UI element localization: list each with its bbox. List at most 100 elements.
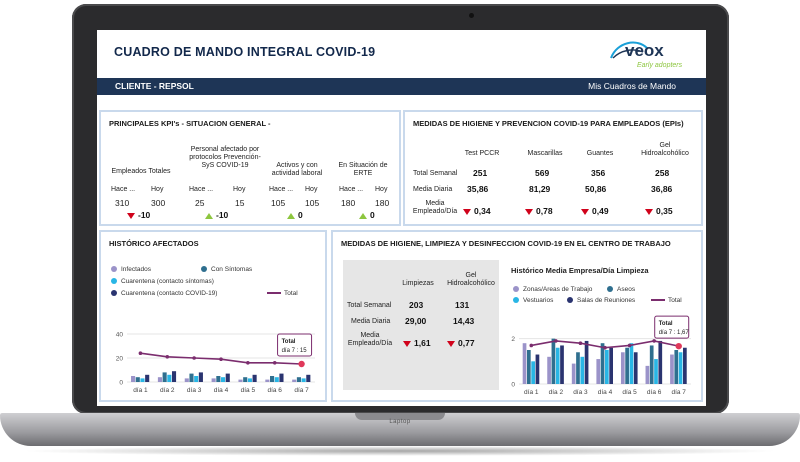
legend-item[interactable]: Total bbox=[267, 290, 298, 297]
limpieza-panel: MEDIDAS DE HIGIENE, LIMPIEZA Y DESINFECC… bbox=[331, 230, 703, 402]
x-tick-label: día 2 bbox=[160, 387, 175, 394]
x-tick-label: día 3 bbox=[573, 389, 588, 396]
bar bbox=[306, 374, 311, 382]
line-point bbox=[272, 361, 277, 365]
kpi-hoy-value: 300 bbox=[151, 198, 166, 208]
legend-swatch bbox=[111, 290, 117, 297]
logo-wordmark: veox bbox=[625, 41, 664, 60]
legend-item[interactable]: Vestuarios bbox=[513, 297, 553, 304]
epis-col-header: Gel Hidroalcohólico bbox=[641, 142, 689, 157]
limpieza-cell: 1,61 bbox=[403, 338, 431, 348]
epis-cell: 36,86 bbox=[651, 184, 673, 194]
epis-title: MEDIDAS DE HIGIENE Y PREVENCION COVID-19… bbox=[413, 119, 684, 128]
epis-cell: 0,35 bbox=[645, 206, 673, 216]
kpi-delta: -10 bbox=[205, 210, 228, 220]
legend-item[interactable]: Cuarentena (contacto COVID-19) bbox=[111, 290, 217, 297]
x-tick-label: día 4 bbox=[214, 387, 229, 394]
historico-chart: 0 20 40 día 1 día 2 día 3 día 4 día 5 día 6 día 7… bbox=[116, 332, 315, 394]
client-bar: CLIENTE - REPSOL Mis Cuadros de Mando bbox=[97, 78, 706, 95]
client-label: CLIENTE - REPSOL bbox=[115, 81, 194, 91]
trend-up-icon bbox=[287, 212, 295, 219]
legend-line-swatch bbox=[651, 299, 665, 302]
bar bbox=[135, 377, 140, 382]
trend-down-icon bbox=[127, 212, 135, 219]
kpi-hace-value: 105 bbox=[271, 198, 286, 208]
legend-item[interactable]: Con Síntomas bbox=[201, 266, 252, 273]
kpi-hace-label: Hace ... bbox=[269, 186, 294, 193]
legend-swatch bbox=[111, 278, 117, 285]
tooltip-value: día 7 : 1,67 bbox=[659, 330, 690, 336]
x-tick-label: día 7 bbox=[294, 387, 309, 394]
bar bbox=[645, 365, 650, 384]
epis-cell: 0,78 bbox=[525, 206, 553, 216]
epis-panel: MEDIDAS DE HIGIENE Y PREVENCION COVID-19… bbox=[403, 110, 703, 226]
bar bbox=[274, 377, 279, 382]
kpi-group-label: Personal afectado por protocolos Prevenc… bbox=[189, 146, 261, 169]
historico-panel: HISTÓRICO AFECTADOS Infectados Con Sínto… bbox=[99, 230, 327, 402]
kpi-group-label: En Situación de ERTE bbox=[338, 162, 388, 177]
mis-cuadros-link[interactable]: Mis Cuadros de Mando bbox=[588, 81, 676, 91]
bar bbox=[171, 371, 177, 382]
kpi-delta: 0 bbox=[287, 210, 303, 220]
veox-logo[interactable]: veox Early adopters bbox=[607, 36, 703, 74]
limpieza-cell: 203 bbox=[409, 300, 424, 310]
bar bbox=[189, 373, 194, 382]
epis-row-label: Media Empleado/Día bbox=[412, 200, 458, 215]
legend-item[interactable]: Salas de Reuniones bbox=[567, 297, 635, 304]
legend-item[interactable]: Infectados bbox=[111, 266, 151, 273]
trend-down-icon bbox=[403, 340, 411, 347]
limpieza-title: MEDIDAS DE HIGIENE, LIMPIEZA Y DESINFECC… bbox=[341, 239, 671, 248]
legend-item[interactable]: Zonas/Areas de Trabajo bbox=[513, 286, 592, 293]
kpi-title: PRINCIPALES KPI's - SITUACION GENERAL - bbox=[109, 119, 271, 128]
limpieza-cell: 131 bbox=[455, 300, 470, 310]
bar bbox=[292, 379, 297, 382]
limpieza-col-header: Limpiezas bbox=[402, 280, 434, 287]
kpi-hoy-label: Hoy bbox=[375, 186, 388, 193]
tooltip-value: día 7 : 15 bbox=[282, 348, 308, 354]
limpieza-row-label: Media Diaria bbox=[351, 318, 391, 325]
x-tick-label: día 3 bbox=[187, 387, 202, 394]
line-point bbox=[652, 339, 656, 343]
tooltip-box bbox=[277, 333, 313, 357]
legend-item[interactable]: Total bbox=[651, 297, 682, 304]
trend-down-icon bbox=[447, 340, 455, 347]
bar bbox=[600, 343, 605, 384]
laptop-shadow bbox=[20, 446, 780, 456]
bar bbox=[140, 378, 145, 382]
legend-swatch bbox=[111, 266, 117, 273]
epis-cell: 258 bbox=[655, 168, 670, 178]
y-tick-label: 40 bbox=[116, 332, 124, 339]
bar bbox=[216, 376, 221, 382]
kpi-group-label: Empleados Totales bbox=[111, 168, 171, 175]
legend-swatch bbox=[513, 286, 519, 293]
page-title: CUADRO DE MANDO INTEGRAL COVID-19 bbox=[114, 45, 376, 59]
bar bbox=[678, 352, 683, 384]
trend-down-icon bbox=[581, 208, 589, 215]
kpi-group-label: Activos y con actividad laboral bbox=[271, 162, 323, 177]
bar bbox=[551, 338, 556, 384]
kpi-hace-label: Hace ... bbox=[111, 186, 136, 193]
bar bbox=[162, 372, 167, 382]
bar bbox=[625, 347, 629, 384]
bar bbox=[252, 374, 257, 382]
epis-cell: 0,49 bbox=[581, 206, 609, 216]
x-tick-label: día 4 bbox=[598, 389, 613, 396]
bar bbox=[584, 340, 589, 384]
kpi-hoy-label: Hoy bbox=[151, 186, 164, 193]
tooltip-box bbox=[654, 315, 690, 339]
legend-item[interactable]: Cuarentena (contacto síntomas) bbox=[111, 278, 214, 285]
kpi-delta: 0 bbox=[359, 210, 375, 220]
legend-item[interactable]: Aseos bbox=[607, 286, 635, 293]
bar bbox=[131, 376, 136, 382]
bar bbox=[654, 359, 658, 384]
kpi-hoy-label: Hoy bbox=[305, 186, 318, 193]
x-tick-label: día 6 bbox=[647, 389, 662, 396]
kpi-hace-value: 25 bbox=[195, 198, 205, 208]
limpieza-cell: 29,00 bbox=[405, 316, 427, 326]
bar bbox=[157, 377, 162, 382]
epis-cell: 356 bbox=[591, 168, 606, 178]
bar bbox=[670, 354, 674, 384]
epis-cell: 81,29 bbox=[529, 184, 551, 194]
trend-down-icon bbox=[463, 208, 471, 215]
limpieza-chart-title: Histórico Media Empresa/Día Limpieza bbox=[511, 266, 649, 275]
